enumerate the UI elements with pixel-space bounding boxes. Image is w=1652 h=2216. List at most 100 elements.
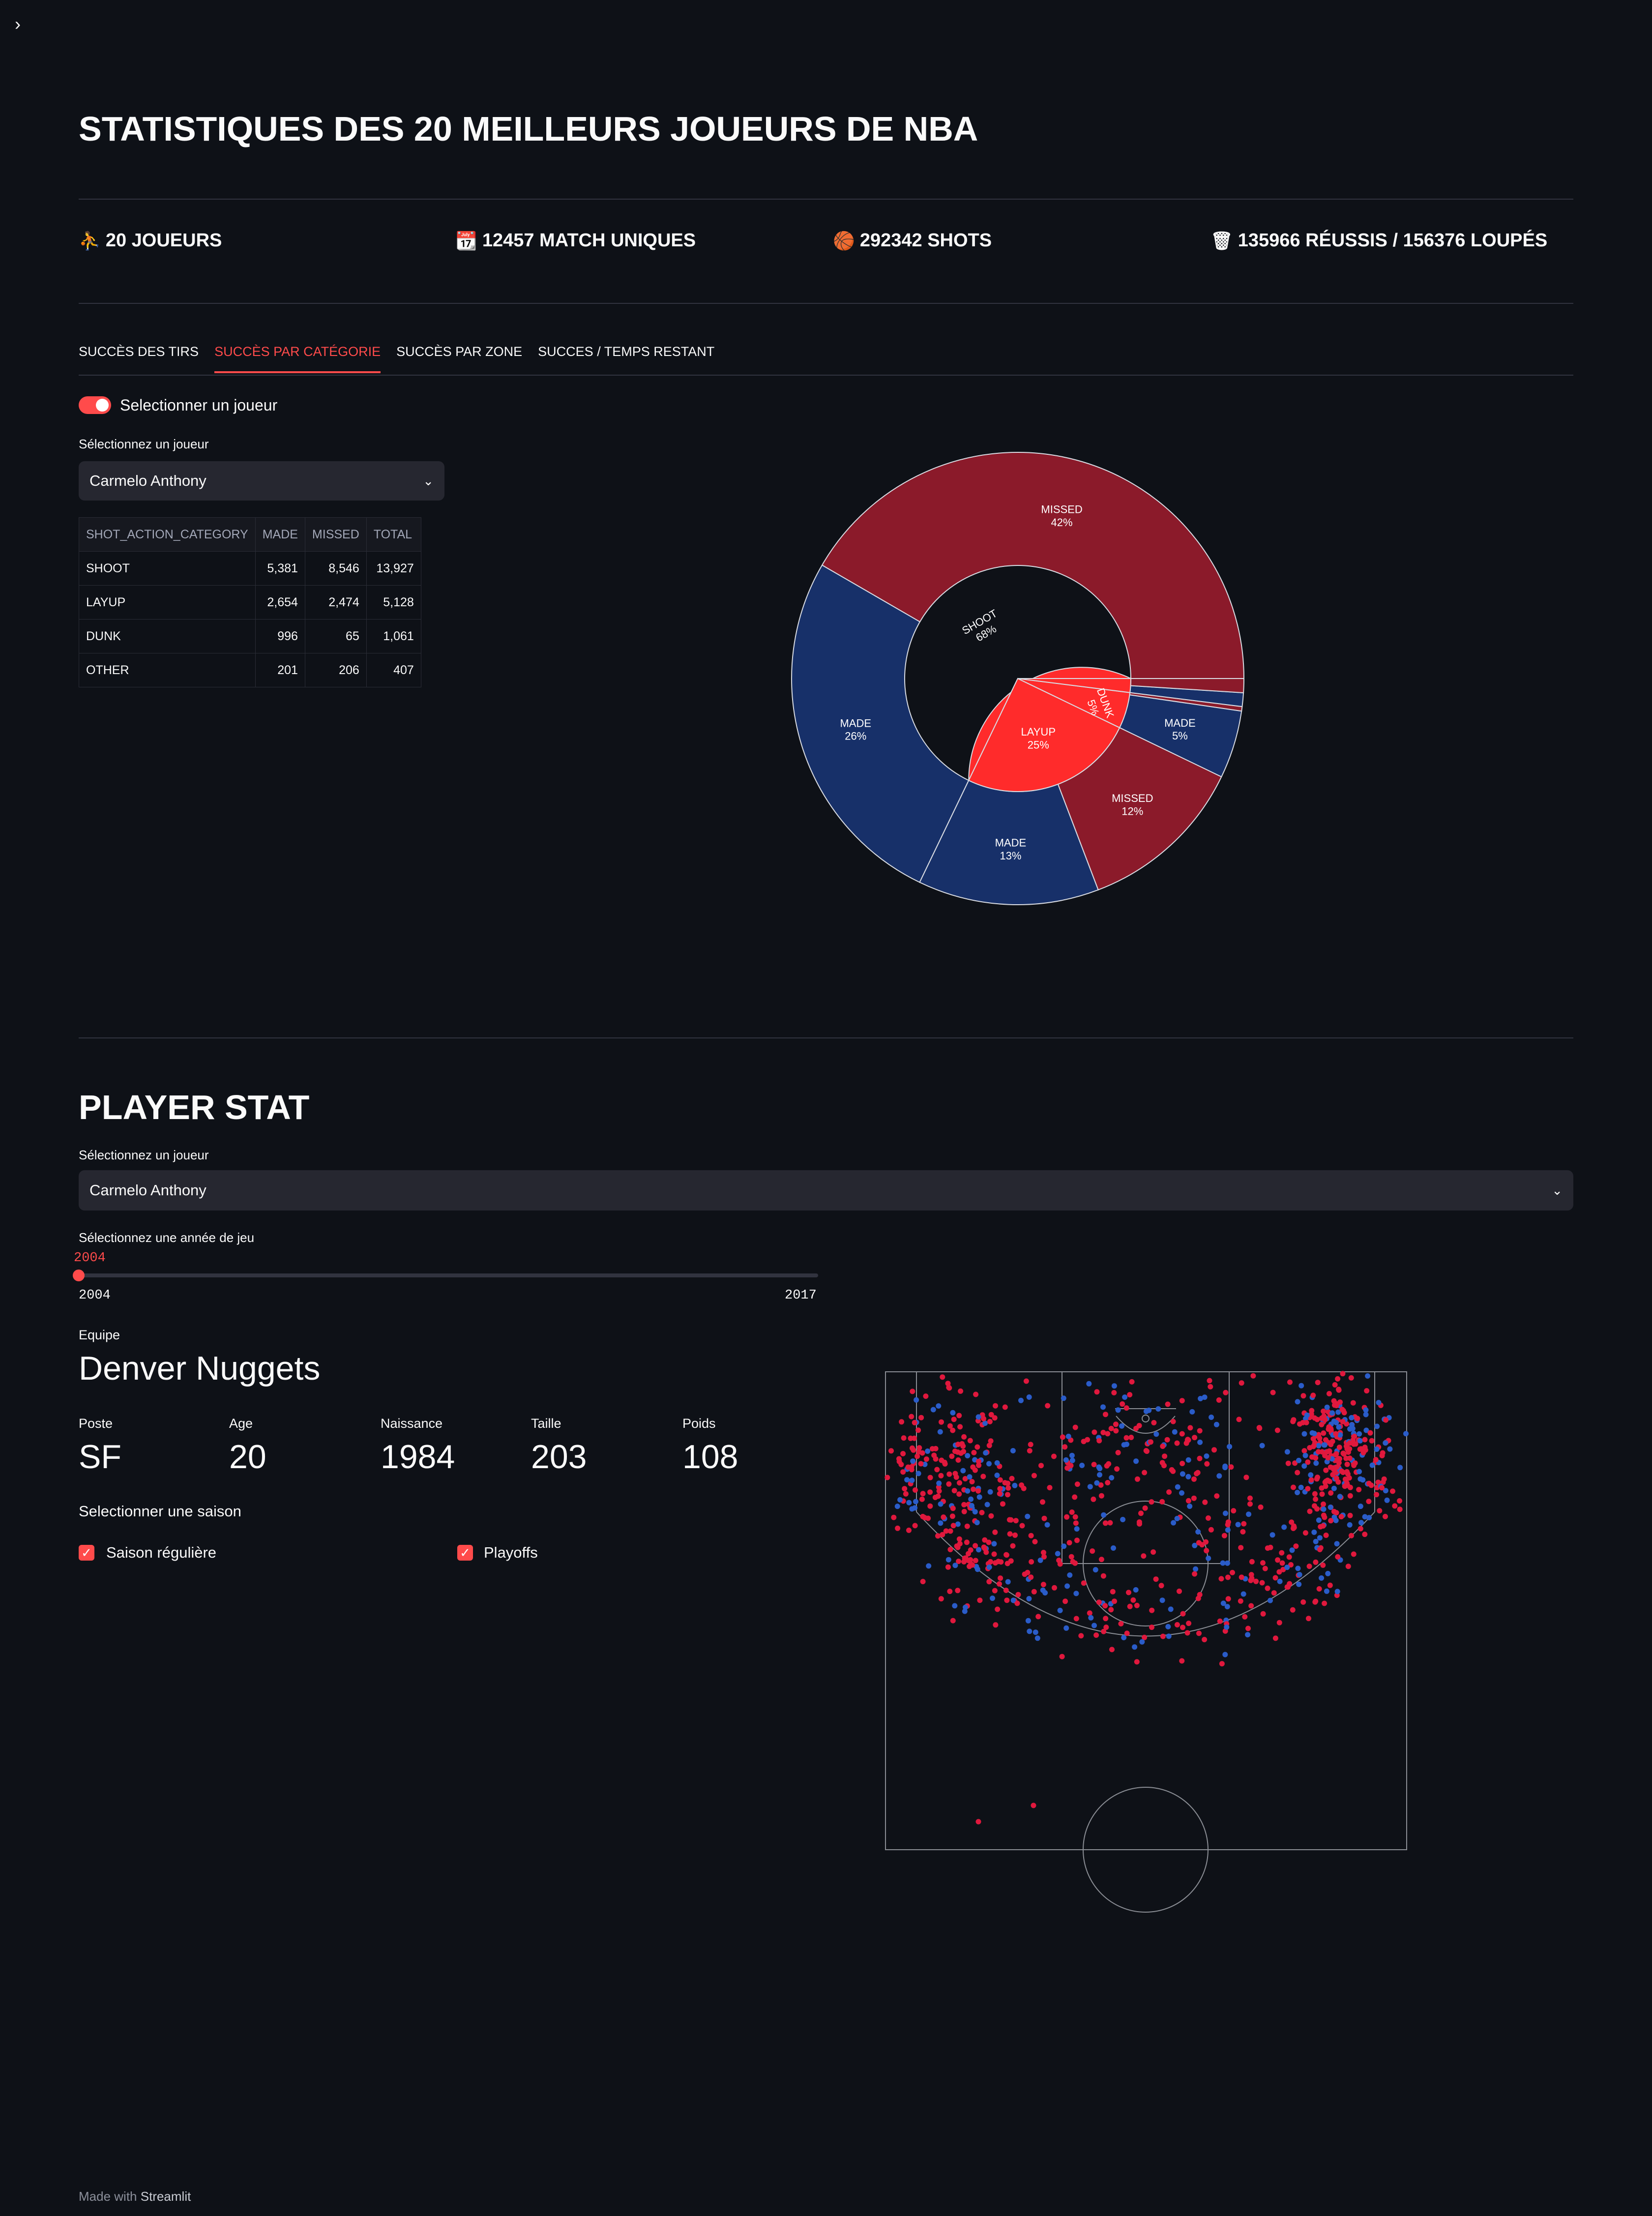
table-header[interactable]: MISSED	[304, 517, 367, 552]
player-select[interactable]: Carmelo Anthony ⌄	[79, 461, 444, 501]
tab-shot-success[interactable]: SUCCÈS DES TIRS	[79, 344, 199, 359]
shot-missed	[1051, 1453, 1057, 1459]
shot-missed	[1344, 1442, 1350, 1448]
shot-missed	[1276, 1569, 1282, 1575]
shot-missed	[1253, 1578, 1259, 1584]
shot-made	[1074, 1526, 1080, 1532]
shot-missed	[1268, 1544, 1273, 1550]
shot-missed	[1347, 1484, 1353, 1490]
tab-success-time-remaining[interactable]: SUCCES / TEMPS RESTANT	[538, 344, 715, 359]
shot-missed	[1129, 1379, 1135, 1385]
shot-missed	[1225, 1519, 1231, 1525]
shot-made	[1397, 1465, 1403, 1471]
slice-label: SHOOT68%	[960, 607, 1005, 649]
year-slider-handle[interactable]	[73, 1270, 85, 1281]
year-slider-track[interactable]	[79, 1273, 818, 1277]
table-header[interactable]: MADE	[255, 517, 305, 552]
shot-missed	[1310, 1392, 1316, 1398]
shot-made	[1222, 1465, 1228, 1471]
shot-made	[1289, 1547, 1295, 1553]
shot-missed	[1114, 1466, 1120, 1472]
shot-made	[974, 1566, 980, 1572]
shot-missed	[927, 1475, 933, 1480]
shot-made	[1350, 1425, 1356, 1431]
shot-missed	[932, 1495, 938, 1500]
shot-missed	[1347, 1512, 1353, 1518]
shot-missed	[1346, 1475, 1352, 1481]
slice-shoot-missed[interactable]	[821, 452, 1245, 679]
shot-missed	[957, 1424, 963, 1430]
shot-made	[1245, 1632, 1251, 1638]
shot-missed	[1366, 1499, 1372, 1505]
sidebar-expand-button[interactable]: ›	[15, 14, 21, 34]
basketball-player-icon: ⛹	[79, 230, 101, 251]
shot-missed	[901, 1435, 907, 1441]
shot-missed	[1328, 1490, 1334, 1496]
table-header[interactable]: SHOT_ACTION_CATEGORY	[79, 517, 256, 552]
shot-missed	[1364, 1388, 1370, 1394]
shot-missed	[1180, 1461, 1185, 1466]
checkbox-regular-season[interactable]: ✓	[79, 1545, 94, 1561]
shot-missed	[961, 1434, 967, 1440]
shot-missed	[903, 1491, 909, 1497]
shot-chart[interactable]	[880, 1362, 1416, 1918]
shot-missed	[1197, 1455, 1203, 1461]
shot-missed	[896, 1459, 902, 1464]
shot-missed	[940, 1374, 945, 1380]
shot-made	[1168, 1606, 1174, 1612]
shot-missed	[1091, 1462, 1097, 1468]
slice-other[interactable]	[1017, 678, 1132, 693]
checkbox-playoffs[interactable]: ✓	[457, 1545, 473, 1561]
shot-missed	[891, 1514, 897, 1520]
shot-missed	[1236, 1417, 1242, 1422]
shot-made	[1092, 1623, 1097, 1628]
shot-made	[1363, 1427, 1369, 1433]
shot-made	[1357, 1438, 1363, 1444]
shot-missed	[1142, 1470, 1148, 1476]
select-player-toggle[interactable]	[79, 396, 111, 414]
shot-made	[1115, 1407, 1121, 1413]
slice-shoot-made[interactable]	[791, 564, 970, 883]
shot-missed	[1005, 1485, 1011, 1491]
table-cell: LAYUP	[79, 585, 256, 620]
player-select-2[interactable]: Carmelo Anthony ⌄	[79, 1170, 1573, 1211]
streamlit-link[interactable]: Streamlit	[140, 2189, 191, 2204]
shot-made	[1202, 1394, 1208, 1400]
shot-missed	[955, 1457, 961, 1463]
shot-made	[1335, 1409, 1341, 1415]
shot-missed	[1340, 1418, 1346, 1424]
shot-missed	[967, 1564, 973, 1569]
shot-made	[1308, 1472, 1314, 1478]
shot-missed	[1078, 1633, 1084, 1639]
shot-missed	[1315, 1380, 1321, 1386]
shot-made	[1139, 1639, 1145, 1645]
sunburst-chart[interactable]: MISSED 42% MADE 26% MADE 13% MISSED 12% MADE 5% SH…	[777, 443, 1259, 915]
shot-made	[1010, 1448, 1016, 1453]
stat-value: 108	[682, 1438, 738, 1476]
tab-success-by-category[interactable]: SUCCÈS PAR CATÉGORIE	[214, 344, 381, 373]
shot-missed	[980, 1474, 986, 1479]
slice-layup[interactable]	[968, 678, 1121, 792]
shot-missed	[1332, 1382, 1338, 1388]
shot-missed	[1134, 1602, 1140, 1608]
shot-missed	[1066, 1540, 1072, 1546]
shot-missed	[1138, 1510, 1144, 1516]
shot-missed	[1202, 1637, 1208, 1643]
shot-made	[1336, 1424, 1342, 1430]
shot-missed	[1115, 1449, 1121, 1455]
shot-missed	[979, 1509, 985, 1515]
shot-made	[1180, 1471, 1185, 1477]
shot-missed	[1323, 1533, 1329, 1538]
shot-missed	[1207, 1378, 1212, 1384]
shot-missed	[1144, 1448, 1150, 1454]
shot-made	[1111, 1545, 1116, 1551]
shot-missed	[1160, 1444, 1166, 1449]
shot-made	[987, 1489, 993, 1495]
table-header[interactable]: TOTAL	[366, 517, 421, 552]
shot-made	[1097, 1472, 1102, 1477]
shot-made	[1313, 1460, 1319, 1466]
shot-missed	[1279, 1560, 1285, 1566]
shot-missed	[1008, 1558, 1014, 1564]
shot-missed	[943, 1528, 949, 1534]
tab-success-by-zone[interactable]: SUCCÈS PAR ZONE	[396, 344, 523, 359]
